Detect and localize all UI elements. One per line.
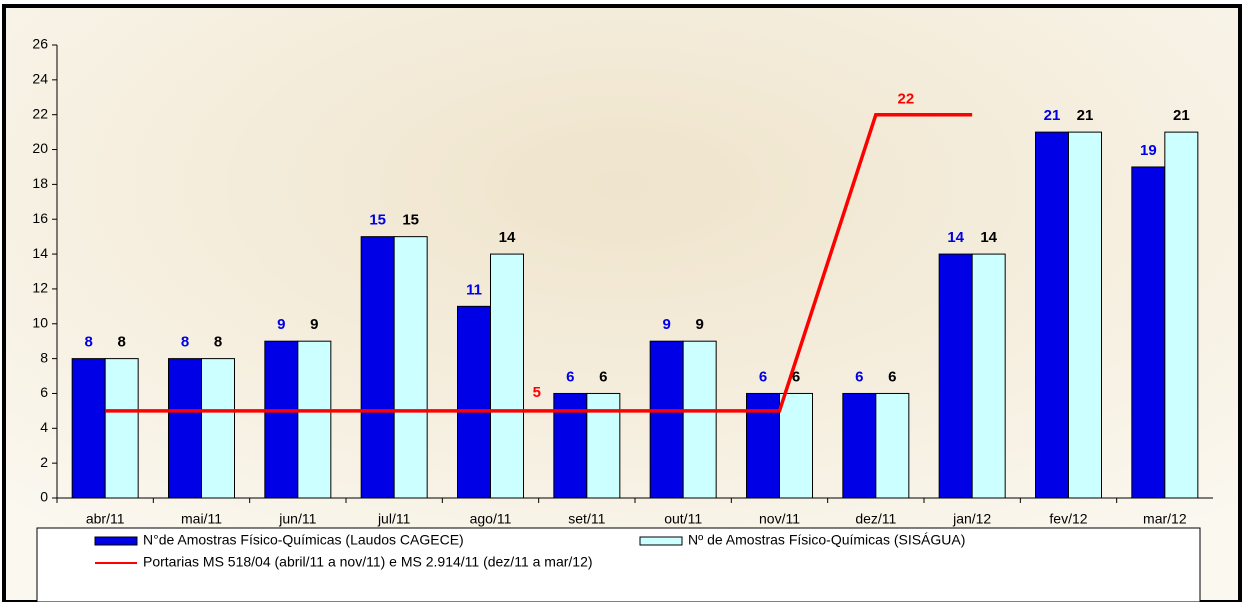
bar xyxy=(842,392,877,499)
y-tick-label: 26 xyxy=(32,36,48,52)
data-label: 14 xyxy=(499,229,516,246)
y-tick-label: 0 xyxy=(40,489,48,505)
line-label: 22 xyxy=(897,91,914,108)
y-tick-label: 4 xyxy=(40,419,48,435)
data-label: 14 xyxy=(980,229,997,246)
data-label: 6 xyxy=(759,368,767,385)
bar xyxy=(1131,166,1166,499)
bar xyxy=(264,340,299,499)
data-label: 19 xyxy=(1140,142,1157,159)
data-label: 15 xyxy=(402,212,419,229)
x-tick-label: mar/12 xyxy=(1143,511,1187,527)
y-tick-label: 18 xyxy=(32,175,48,191)
data-label: 21 xyxy=(1077,107,1094,124)
data-label: 15 xyxy=(369,212,386,229)
legend-label: Nº de Amostras Físico-Químicas (SISÁGUA) xyxy=(688,532,965,548)
bar xyxy=(1164,131,1199,499)
x-tick-label: jun/11 xyxy=(278,511,316,527)
y-tick-label: 6 xyxy=(40,384,48,400)
bar xyxy=(104,358,139,499)
bar xyxy=(1068,131,1102,499)
data-label: 8 xyxy=(117,334,125,351)
data-label: 9 xyxy=(277,316,285,333)
bar xyxy=(1035,131,1069,499)
legend-label: Portarias MS 518/04 (abril/11 a nov/11) … xyxy=(143,554,593,570)
x-tick-label: ago/11 xyxy=(470,511,512,527)
line xyxy=(105,112,973,413)
y-tick-label: 16 xyxy=(32,210,48,226)
bar xyxy=(360,236,395,499)
data-label: 21 xyxy=(1173,107,1190,124)
x-tick-label: nov/11 xyxy=(759,511,800,527)
bar xyxy=(875,392,910,499)
y-tick-label: 2 xyxy=(40,454,48,470)
data-label: 8 xyxy=(214,334,222,351)
data-label: 8 xyxy=(181,334,189,351)
bar xyxy=(201,358,235,499)
data-label: 8 xyxy=(84,334,92,351)
bar xyxy=(457,305,491,499)
y-tick-label: 20 xyxy=(32,140,48,156)
data-label: 14 xyxy=(947,229,964,246)
bar xyxy=(682,340,717,499)
data-label: 6 xyxy=(566,368,574,385)
y-tick-label: 24 xyxy=(32,71,48,87)
y-tick-label: 22 xyxy=(32,105,48,121)
bar xyxy=(168,358,202,499)
bar xyxy=(297,340,332,499)
bar xyxy=(971,253,1006,499)
data-label: 6 xyxy=(888,368,896,385)
line-label: 5 xyxy=(533,384,541,401)
data-label: 21 xyxy=(1044,107,1061,124)
bar xyxy=(649,340,684,499)
x-tick-label: jul/11 xyxy=(377,511,411,527)
x-tick-label: mai/11 xyxy=(181,511,222,527)
data-label: 6 xyxy=(792,368,800,385)
x-tick-label: out/11 xyxy=(664,511,702,527)
bar xyxy=(393,236,428,499)
legend-box xyxy=(36,527,1201,603)
bar xyxy=(779,392,813,499)
bar xyxy=(71,358,106,499)
legend-label: N°de Amostras Físico-Químicas (Laudos CA… xyxy=(143,532,464,548)
data-label: 6 xyxy=(855,368,863,385)
legend-swatch xyxy=(94,536,138,546)
x-tick-label: dez/11 xyxy=(855,511,896,527)
x-tick-label: abr/11 xyxy=(86,511,125,527)
x-tick-label: jan/12 xyxy=(952,511,991,527)
data-label: 9 xyxy=(695,316,703,333)
data-label: 6 xyxy=(599,368,607,385)
x-tick-label: fev/12 xyxy=(1049,511,1087,527)
data-label: 9 xyxy=(662,316,670,333)
data-label: 11 xyxy=(466,281,482,298)
y-tick-label: 8 xyxy=(40,349,48,365)
legend-swatch xyxy=(639,536,683,546)
chart-frame xyxy=(2,4,1242,604)
y-tick-label: 10 xyxy=(32,314,48,330)
bar xyxy=(938,253,973,499)
x-tick-label: set/11 xyxy=(568,511,605,527)
bar xyxy=(490,253,524,499)
y-tick-label: 12 xyxy=(32,280,48,296)
y-tick-label: 14 xyxy=(32,245,48,261)
data-label: 9 xyxy=(310,316,318,333)
